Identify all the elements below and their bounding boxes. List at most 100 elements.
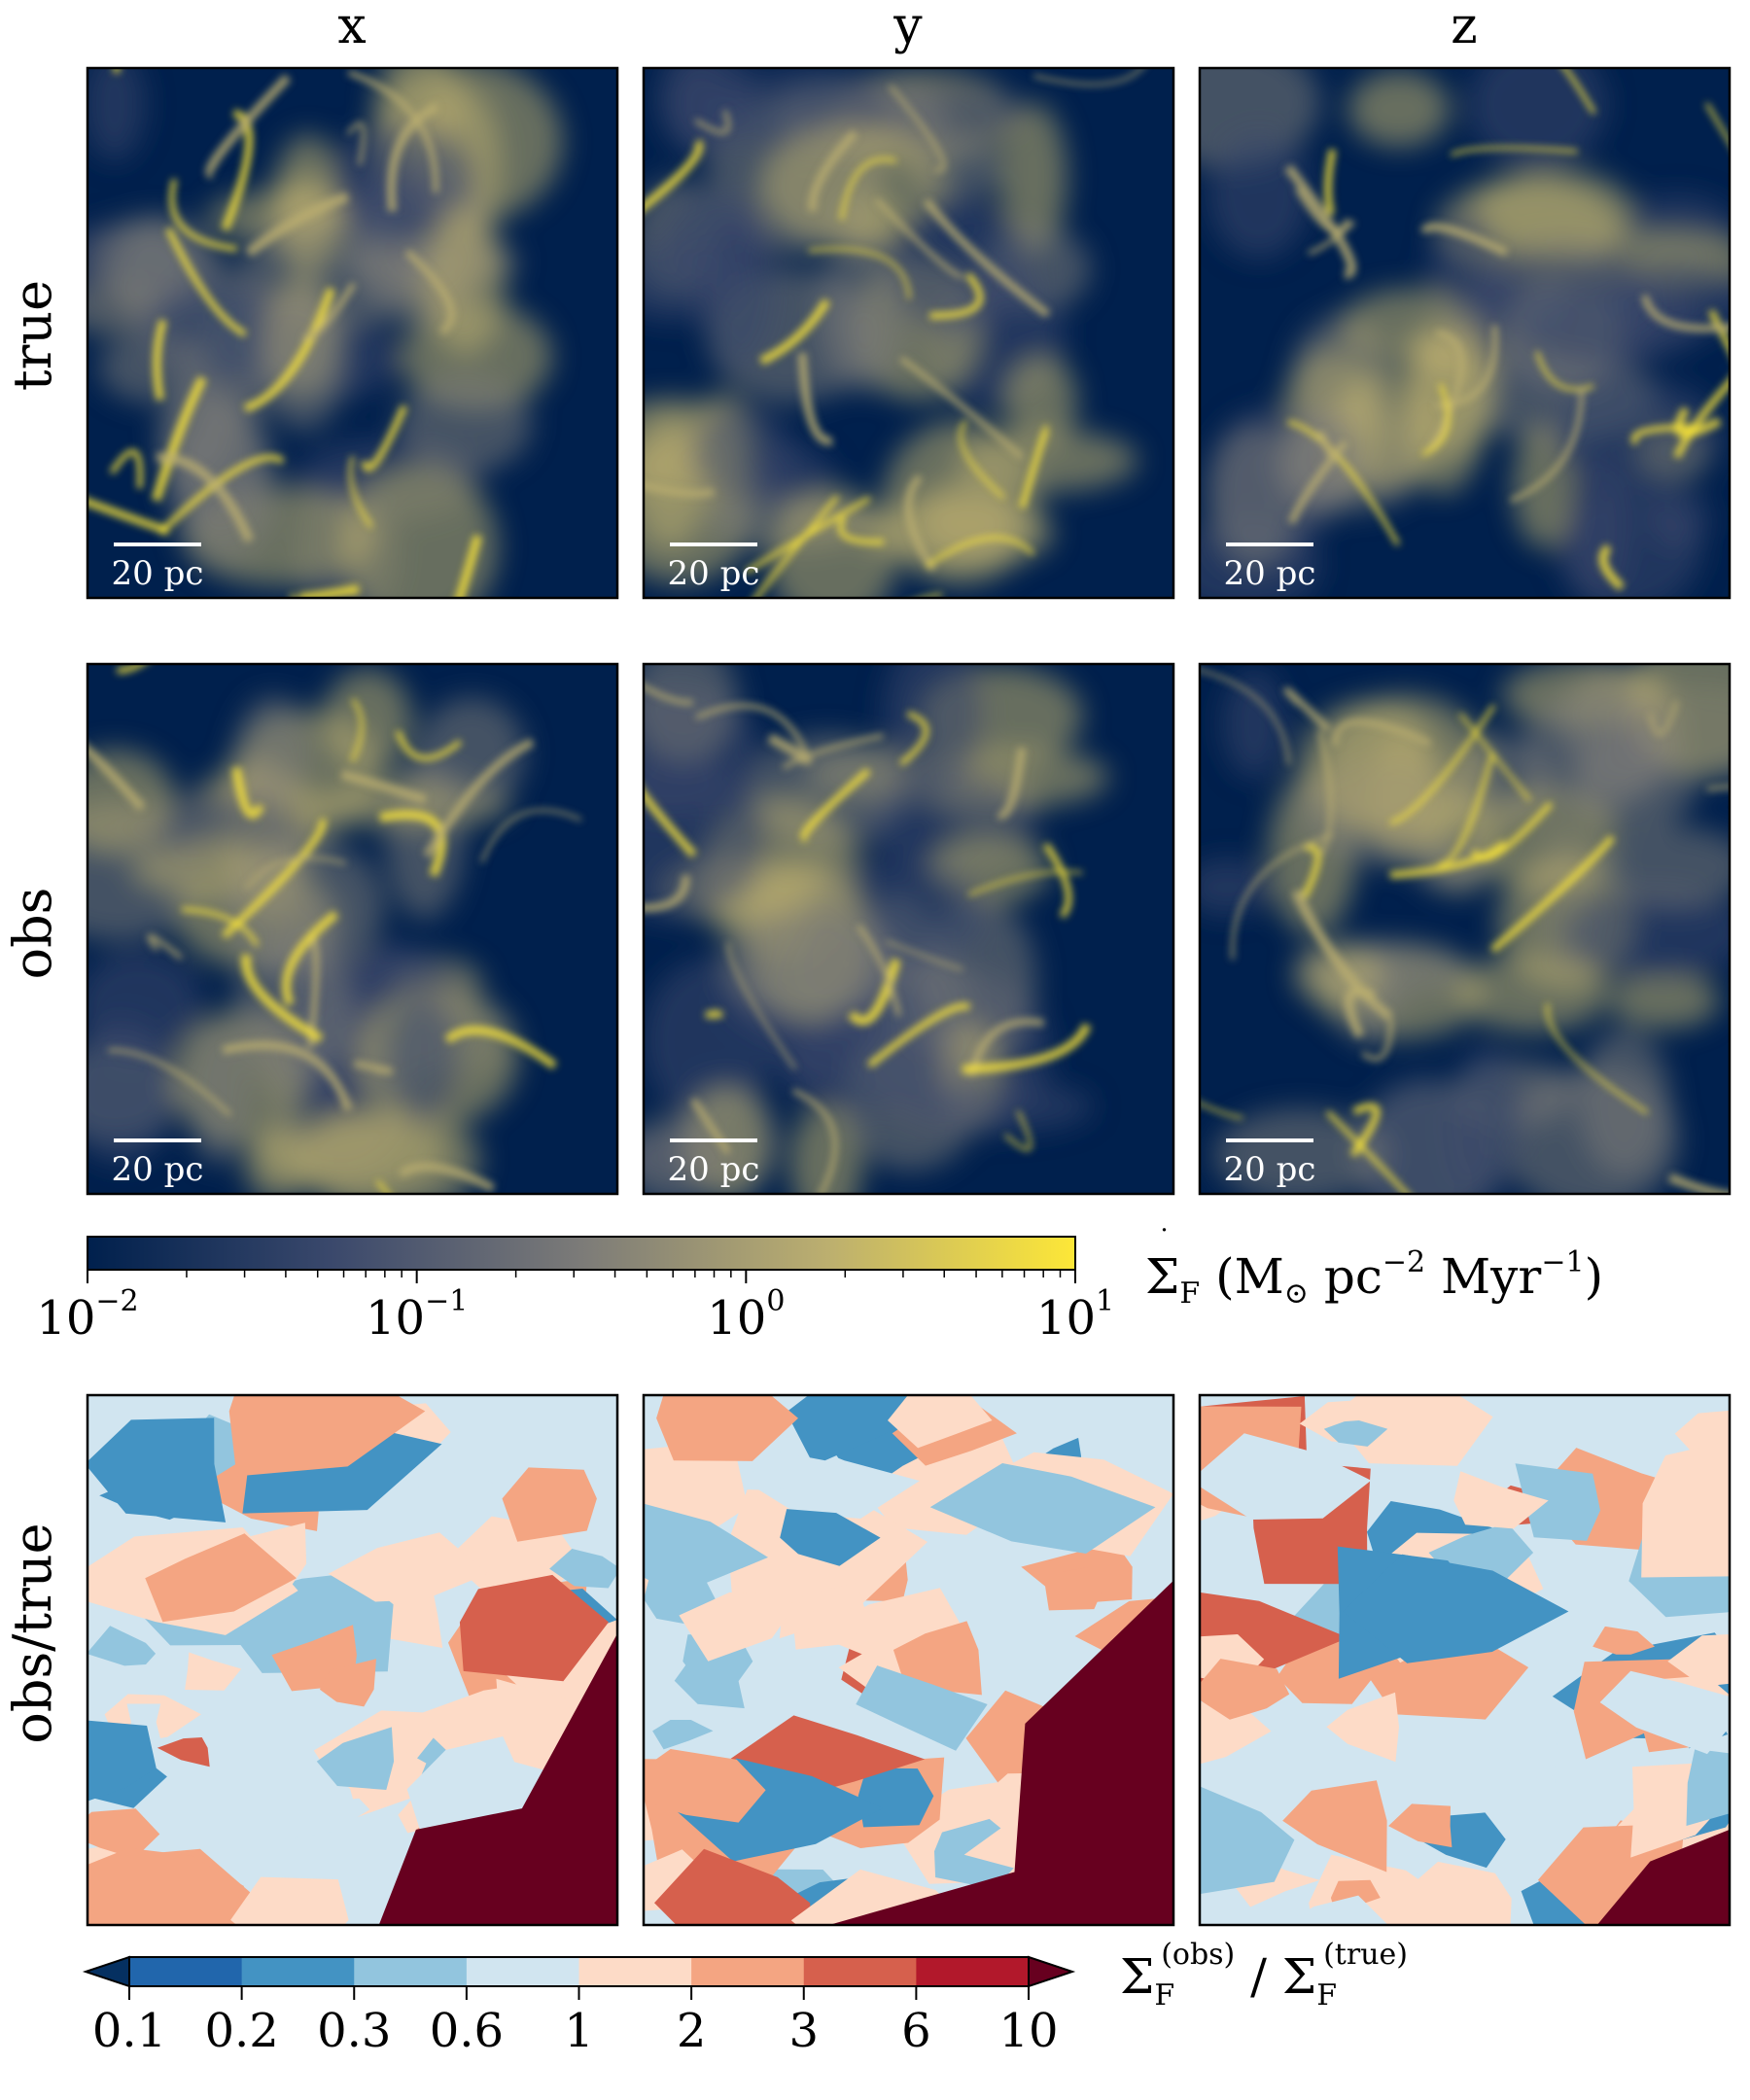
density-panel-true-x: 20 pc — [88, 68, 617, 598]
filament — [695, 703, 809, 755]
ratio-region — [779, 1596, 830, 1639]
ratio-region — [157, 1737, 210, 1768]
ratio-region — [88, 1626, 157, 1666]
gas-cloud — [425, 209, 507, 356]
ratio-region — [88, 1808, 160, 1859]
ratio-region — [88, 1720, 157, 1802]
filament — [395, 730, 463, 761]
ratio-region — [858, 1768, 934, 1828]
filament — [1598, 543, 1626, 591]
gas-cloud — [767, 488, 897, 598]
filament — [398, 1162, 496, 1193]
filament — [1019, 424, 1051, 508]
filament — [997, 747, 1027, 820]
filament — [1545, 1002, 1649, 1115]
filament — [962, 1023, 1092, 1074]
filament — [1301, 844, 1321, 899]
filament — [1674, 406, 1722, 438]
filament — [885, 939, 963, 971]
ratio-region — [652, 1720, 714, 1750]
filaments — [88, 664, 582, 1194]
filament — [967, 1018, 1045, 1077]
gas-cloud — [1339, 288, 1485, 366]
gas-cloud — [1502, 1068, 1680, 1194]
filament — [221, 109, 254, 231]
filament — [1707, 309, 1730, 355]
filament — [243, 287, 335, 413]
filament — [925, 536, 1035, 569]
gas-cloud — [271, 133, 344, 276]
gas-cloud — [644, 755, 768, 921]
density-colorbar-gradient — [87, 1236, 1076, 1271]
gas-cloud — [1600, 826, 1730, 908]
ratio-region — [459, 1574, 609, 1682]
ratio-panel-y — [644, 1395, 1173, 1925]
filament — [423, 738, 535, 858]
panel-frame — [1198, 66, 1732, 600]
filament — [847, 958, 901, 1026]
gas-cloud — [397, 375, 532, 473]
filament — [800, 767, 871, 842]
filament — [480, 808, 582, 863]
diffuse-gas — [644, 68, 1138, 598]
filament — [158, 454, 285, 536]
ratio-region — [792, 1583, 868, 1650]
gas-cloud — [789, 1102, 863, 1194]
ratio-region-over — [828, 1580, 1173, 1925]
filament — [151, 375, 207, 502]
filament — [1200, 1102, 1243, 1120]
density-tick-label: 10−1 — [366, 1284, 468, 1346]
filament — [109, 448, 143, 489]
ratio-tick-label: 2 — [677, 2004, 707, 2058]
ratio-panel-x — [88, 1395, 617, 1925]
panel-frame — [642, 66, 1175, 600]
ratio-tick-label: 0.3 — [317, 2004, 391, 2058]
ratio-region — [1592, 1626, 1655, 1655]
gas-cloud — [418, 697, 526, 809]
gas-cloud — [1519, 282, 1704, 366]
ratio-panels — [86, 1393, 1732, 1927]
filament — [694, 109, 731, 135]
density-tick-label: 101 — [1036, 1284, 1114, 1346]
ratio-region — [228, 1395, 426, 1477]
ratio-region — [1388, 1803, 1452, 1848]
filament — [350, 698, 364, 762]
ratio-tick-label: 0.2 — [204, 2004, 278, 2058]
column-title-x: x — [337, 0, 366, 55]
row-title-true: true — [2, 280, 63, 391]
filament — [959, 419, 1005, 500]
filament — [797, 352, 833, 445]
filament — [1640, 294, 1730, 332]
ratio-tick-label: 10 — [998, 2004, 1058, 2058]
filament — [1294, 187, 1351, 234]
gas-cloud — [889, 197, 1031, 335]
ratio-colorbar-ticks: 0.1 0.2 0.3 0.6 1 2 3 6 10 — [92, 1986, 1059, 2058]
filament — [839, 158, 897, 221]
filament — [1648, 700, 1679, 736]
gas-cloud — [1222, 669, 1286, 779]
ratio-region — [1200, 1786, 1295, 1895]
filament — [1283, 686, 1332, 733]
ratio-tick-label: 6 — [901, 2004, 931, 2058]
filaments — [644, 683, 1092, 1194]
ratio-region-over — [1596, 1829, 1730, 1925]
filament — [759, 298, 831, 366]
filament — [1287, 419, 1401, 546]
panel-frame — [86, 66, 619, 600]
gas-cloud — [1560, 887, 1730, 980]
density-panels: 20 pc 20 pc 20 pc 20 pc 20 pc 20 pc — [86, 66, 1732, 1196]
ratio-region — [549, 1549, 617, 1589]
filaments — [644, 68, 1143, 598]
ratio-bin — [803, 1957, 917, 1986]
gas-cloud — [882, 664, 987, 794]
gas-cloud — [1565, 456, 1630, 598]
ratio-extend-under — [82, 1955, 130, 1988]
row-title-ratio: obs/true — [2, 1522, 63, 1743]
filament — [1510, 387, 1585, 504]
ratio-region — [1282, 1780, 1387, 1872]
filament — [767, 733, 813, 765]
filament — [113, 68, 121, 74]
filament — [1561, 68, 1596, 115]
ratio-tick-label: 1 — [564, 2004, 594, 2058]
